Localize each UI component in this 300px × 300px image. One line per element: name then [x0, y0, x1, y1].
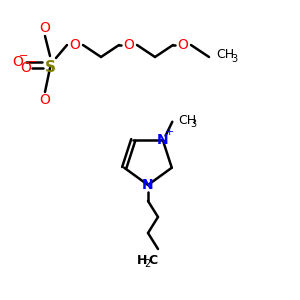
- Text: 3: 3: [190, 119, 196, 129]
- Text: C: C: [148, 254, 158, 268]
- Text: N: N: [157, 133, 169, 147]
- Text: 3: 3: [231, 54, 237, 64]
- Text: −: −: [19, 51, 29, 61]
- Text: O: O: [13, 55, 23, 69]
- Text: N: N: [142, 178, 154, 192]
- Text: +: +: [165, 127, 174, 137]
- Text: H: H: [137, 254, 147, 268]
- Text: O: O: [40, 21, 50, 35]
- Text: O: O: [70, 38, 80, 52]
- Text: O: O: [178, 38, 188, 52]
- Text: CH: CH: [216, 49, 234, 62]
- Text: O: O: [21, 61, 32, 75]
- Text: 2: 2: [144, 259, 150, 269]
- Text: O: O: [40, 93, 50, 107]
- Text: −: −: [28, 57, 38, 67]
- Text: S: S: [44, 61, 56, 76]
- Text: O: O: [124, 38, 134, 52]
- Text: CH: CH: [178, 114, 196, 127]
